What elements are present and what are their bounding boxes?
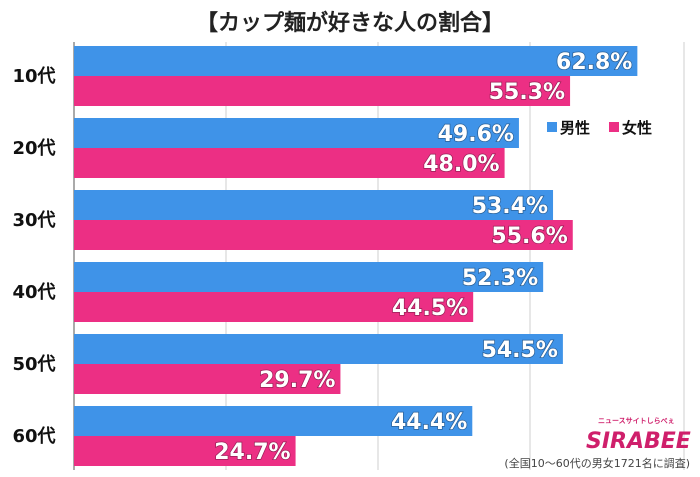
bar-male: [74, 190, 554, 220]
bars: 62.8% 55.3% 49.6% 48.0% 53.4% 55.6% 52.3% 44.5%…: [74, 46, 638, 466]
category-label: 30代: [12, 210, 55, 231]
bar-value-label: 44.5%: [392, 296, 468, 321]
bar-male: [74, 406, 473, 436]
category-label: 20代: [12, 138, 55, 159]
bar-male: [74, 118, 519, 148]
category-labels: 10代 20代 30代 40代 50代 60代: [12, 66, 55, 447]
bar-value-label: 49.6%: [438, 122, 514, 147]
bar-value-label: 62.8%: [556, 50, 632, 75]
survey-footnote: (全国10～60代の男女1721名に調査): [504, 456, 690, 470]
bar-value-label: 29.7%: [259, 368, 335, 393]
category-label: 40代: [12, 282, 55, 303]
bar-value-label: 55.3%: [489, 80, 565, 105]
category-label: 10代: [12, 66, 55, 87]
bar-value-label: 52.3%: [462, 266, 538, 291]
bar-male: [74, 262, 544, 292]
bar-female: [74, 148, 505, 178]
bar-female: [74, 292, 474, 322]
bar-female: [74, 436, 296, 466]
bar-value-label: 53.4%: [472, 194, 548, 219]
chart-title: 【カップ麺が好きな人の割合】: [196, 10, 504, 36]
bar-value-label: 48.0%: [423, 152, 499, 177]
bar-female: [74, 76, 571, 106]
bar-value-label: 55.6%: [491, 224, 567, 249]
logo-wordmark: SIRABEE: [586, 429, 691, 454]
legend-swatch-male: [547, 122, 557, 132]
legend: 男性 女性: [547, 119, 652, 137]
sirabee-logo: ニュースサイトしらべぇ SIRABEE: [586, 417, 691, 454]
bar-value-label: 24.7%: [214, 440, 290, 465]
gridlines: [73, 42, 685, 470]
legend-swatch-female: [609, 122, 619, 132]
bar-female: [74, 220, 573, 250]
logo-tagline: ニュースサイトしらべぇ: [598, 417, 675, 425]
bar-female: [74, 364, 341, 394]
bar-male: [74, 334, 563, 364]
bar-value-label: 44.4%: [391, 410, 467, 435]
category-label: 50代: [12, 354, 55, 375]
legend-label-female: 女性: [622, 119, 652, 137]
category-label: 60代: [12, 426, 55, 447]
bar-value-label: 54.5%: [482, 338, 558, 363]
legend-label-male: 男性: [560, 119, 590, 137]
bar-male: [74, 46, 638, 76]
